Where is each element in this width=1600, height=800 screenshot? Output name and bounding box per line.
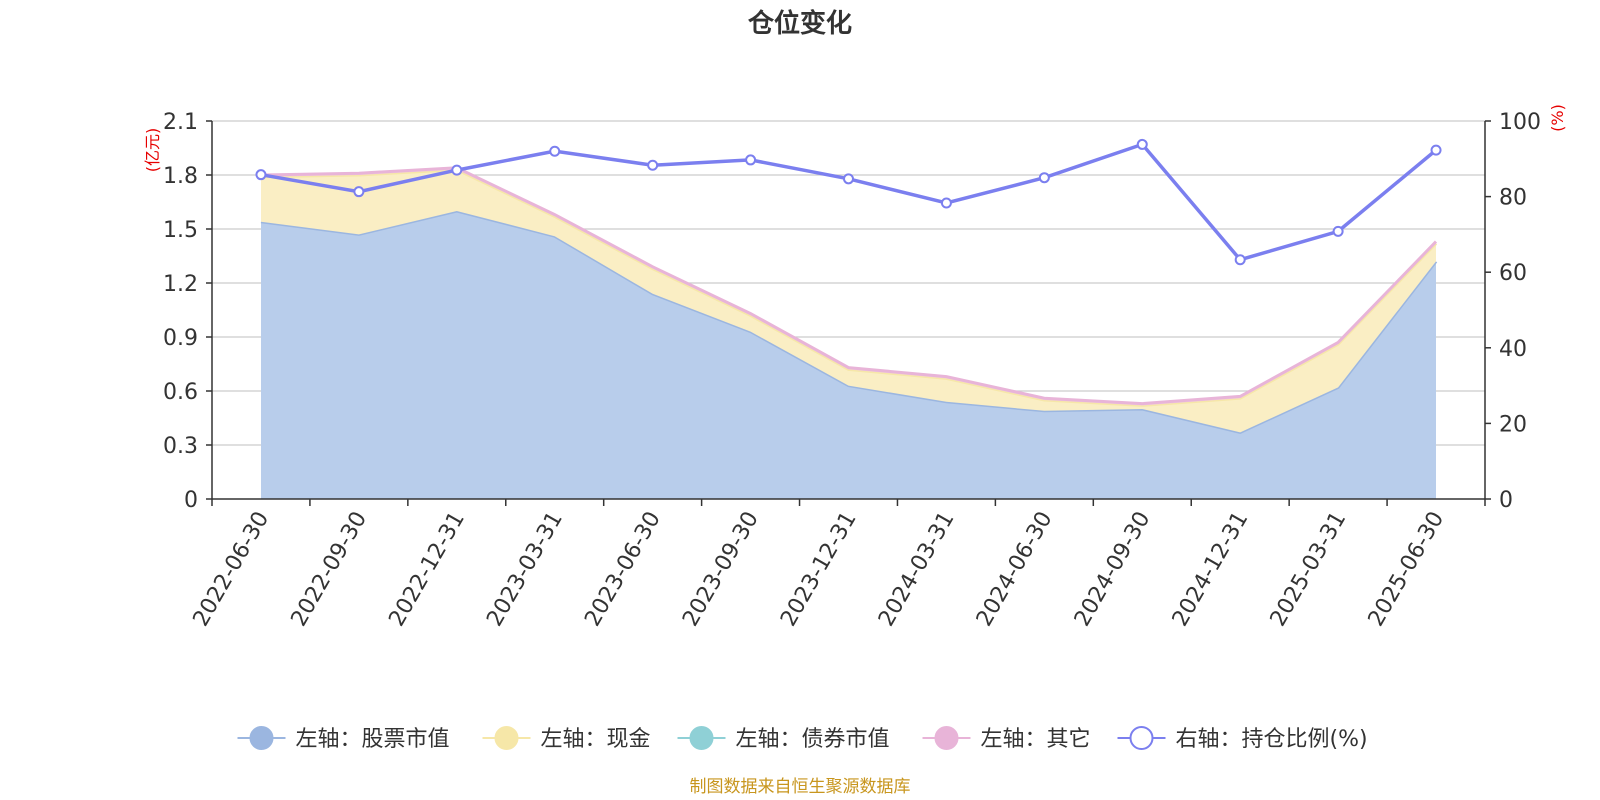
ratio-point[interactable]	[647, 159, 659, 171]
legend-item[interactable]: 右轴：持仓比例(%)	[1117, 726, 1368, 752]
area-左轴：现金	[261, 169, 1436, 433]
left-tick-label: 1.5	[163, 218, 198, 243]
legend-item[interactable]: 左轴：其它	[922, 726, 1091, 752]
left-tick-label: 1.2	[163, 272, 198, 297]
legend-marker	[1129, 726, 1154, 750]
legend[interactable]: 左轴：股票市值 左轴：现金 左轴：债券市值 左轴：其它 右轴：持仓比例(%)	[237, 726, 1368, 752]
left-tick-label: 0.6	[163, 380, 198, 405]
area-左轴：股票市值	[261, 211, 1436, 499]
x-tick-label: 2025-06-30	[1364, 508, 1450, 631]
left-tick-label: 0.9	[163, 326, 198, 351]
x-tick-label: 2023-12-31	[776, 508, 862, 631]
chart-title: 仓位变化	[747, 8, 852, 39]
legend-label: 左轴：债券市值	[736, 727, 890, 752]
x-tick-label: 2022-06-30	[189, 508, 275, 631]
legend-marker	[249, 726, 274, 750]
ratio-point[interactable]	[1234, 254, 1246, 266]
ratio-point[interactable]	[745, 154, 757, 166]
legend-label: 右轴：持仓比例(%)	[1176, 727, 1368, 752]
right-tick-label: 100	[1499, 110, 1541, 135]
ratio-point[interactable]	[1430, 144, 1442, 156]
legend-label: 左轴：现金	[541, 727, 651, 752]
ratio-point[interactable]	[940, 197, 952, 209]
right-tick-label: 0	[1499, 488, 1513, 513]
ratio-point[interactable]	[353, 186, 365, 198]
x-tick-label: 2024-03-31	[874, 508, 960, 631]
legend-label: 左轴：股票市值	[296, 727, 450, 752]
left-tick-label: 0	[184, 488, 198, 513]
ratio-line	[255, 138, 1442, 266]
x-tick-label: 2022-09-30	[287, 508, 373, 631]
stacked-areas	[260, 166, 1438, 499]
ratio-point[interactable]	[1332, 225, 1344, 237]
ratio-point[interactable]	[1136, 138, 1148, 150]
legend-marker	[934, 726, 959, 750]
legend-item[interactable]: 左轴：股票市值	[237, 726, 450, 752]
ratio-point[interactable]	[451, 164, 463, 176]
source-note: 制图数据来自恒生聚源数据库	[690, 777, 911, 797]
x-tick-label: 2025-03-31	[1266, 508, 1352, 631]
x-tick-label: 2024-09-30	[1070, 508, 1156, 631]
x-tick-label: 2024-06-30	[972, 508, 1058, 631]
right-tick-label: 60	[1499, 261, 1527, 286]
right-tick-label: 20	[1499, 412, 1527, 437]
legend-marker	[689, 726, 714, 750]
ratio-point[interactable]	[255, 169, 267, 181]
x-tick-label: 2023-06-30	[580, 508, 666, 631]
ratio-point[interactable]	[843, 173, 854, 185]
left-axis-unit: (亿元)	[143, 128, 162, 173]
legend-item[interactable]: 左轴：现金	[482, 726, 651, 752]
left-tick-label: 0.3	[163, 434, 198, 459]
x-tick-label: 2023-03-31	[482, 508, 568, 631]
ratio-point[interactable]	[549, 145, 561, 157]
legend-marker	[494, 726, 519, 750]
legend-label: 左轴：其它	[981, 727, 1091, 752]
left-tick-label: 2.1	[163, 110, 198, 135]
left-tick-label: 1.8	[163, 164, 198, 189]
ratio-point[interactable]	[1038, 172, 1050, 184]
right-tick-label: 80	[1499, 186, 1527, 211]
right-axis-unit: (%)	[1548, 104, 1567, 132]
x-tick-label: 2024-12-31	[1168, 508, 1254, 631]
right-tick-label: 40	[1499, 337, 1527, 362]
x-tick-label: 2022-12-31	[384, 508, 470, 631]
legend-item[interactable]: 左轴：债券市值	[677, 726, 890, 752]
x-tick-label: 2023-09-30	[678, 508, 764, 631]
